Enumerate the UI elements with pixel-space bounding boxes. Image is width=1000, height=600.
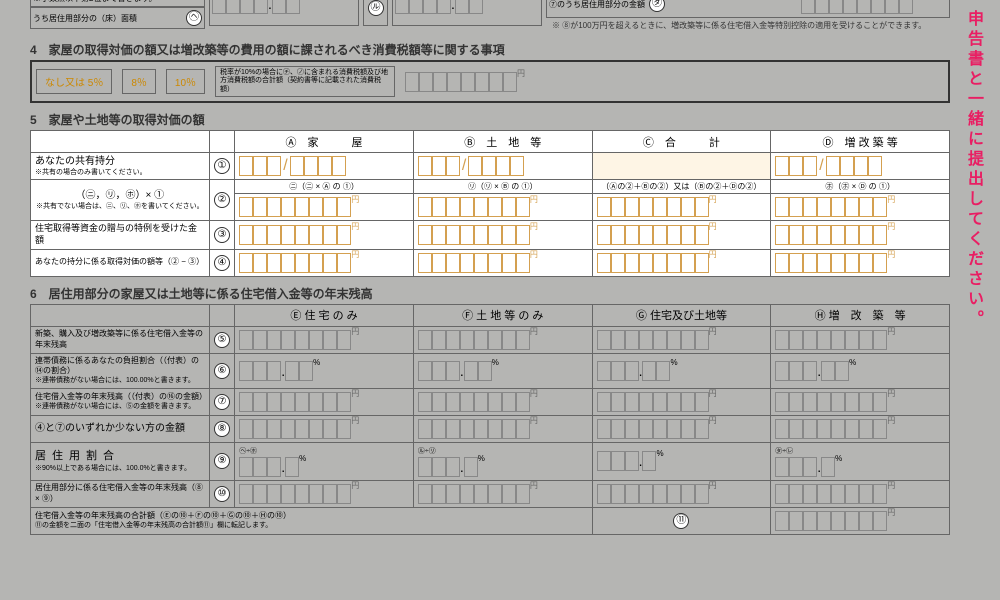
col-h: Ⓗ 増 改 築 等 xyxy=(771,304,950,326)
col-g: Ⓖ 住宅及び土地等 xyxy=(592,304,771,326)
row5-label: 新築、購入及び増改築等に係る住宅借入金等の年末残高 xyxy=(31,326,210,353)
tax-note: 税率が10%の場合に㋠、㋨に含まれる消費税額及び地方消費税額の合計額（契約書等に… xyxy=(215,66,395,97)
row4-label: あなたの持分に係る取得対価の額等（② − ③） xyxy=(31,249,210,276)
circle-1: ① xyxy=(214,158,230,174)
formula-9e: ㋬÷㋭ xyxy=(239,448,257,455)
col-d: Ⓓ 増 改 築 等 xyxy=(771,131,950,153)
formula-9h: ㋟÷㋹ xyxy=(775,448,793,455)
footer-note2: ⑪の金額を二面の「住宅借入金等の年末残高の合計額⑪」欄に転記します。 xyxy=(35,521,588,530)
circle-9: ⑨ xyxy=(214,453,230,469)
marker-ru: ㋸ xyxy=(368,0,384,16)
top-note: ※小数点以下第2位まで書きます。 xyxy=(30,0,205,7)
row7-label: 住宅借入金等の年末残高（（付表）の⑯の金額） xyxy=(35,392,205,402)
circle-8: ⑧ xyxy=(214,421,230,437)
row1-note: ※共有の場合のみ書いてください。 xyxy=(35,168,205,177)
row9-note: ※90%以上である場合には、100.0%と書きます。 xyxy=(35,464,205,473)
circle-3: ③ xyxy=(214,227,230,243)
section4-title: 4 家屋の取得対価の額又は増改築等の費用の額に課されるべき消費税額等に関する事項 xyxy=(30,41,950,58)
circle-7: ⑦ xyxy=(214,394,230,410)
formula-9f: ㋸÷㋷ xyxy=(418,448,436,455)
row9-label: 居住用割合 xyxy=(35,449,205,463)
row6-note: ※連帯債務がない場合には、100.00%と書きます。 xyxy=(35,376,205,385)
circle-11: ⑪ xyxy=(673,513,689,529)
col-c: Ⓒ 合 計 xyxy=(592,131,771,153)
tax-options: なし又は 5％ 8％ 10％ 税率が10%の場合に㋠、㋨に含まれる消費税額及び地… xyxy=(30,60,950,103)
formula-2a: ㋥（㋥ × Ⓐ の ①） xyxy=(235,180,414,194)
tax-opt-10[interactable]: 10％ xyxy=(166,69,205,94)
tax-opt-8[interactable]: 8％ xyxy=(122,69,156,94)
row3-label: 住宅取得等資金の贈与の特例を受けた金額 xyxy=(31,221,210,249)
marker-he: ㋬ xyxy=(186,10,202,26)
footer-note: ※ ⑧が100万円を超えるときに、増改築等に係る住宅借入金等特別控除の適用を受け… xyxy=(546,18,950,33)
side-instruction: 申告書と一緒に提出してください。 xyxy=(965,10,985,330)
top-fragment: ※小数点以下第2位まで書きます。 うち居住用部分の（床）面積 ㋬ . ㋸ . ⑦… xyxy=(30,0,950,33)
tax-opt-5[interactable]: なし又は 5％ xyxy=(36,69,112,94)
row2-note: ※共有でない場合は、㋥、㋷、㋭を書いてください。 xyxy=(32,202,208,211)
row1-label: あなたの共有持分 xyxy=(35,155,205,168)
circle-4: ④ xyxy=(214,255,230,271)
section5-title: 5 家屋や土地等の取得対価の額 xyxy=(30,111,950,128)
area-label: うち居住用部分の（床）面積 xyxy=(33,13,182,24)
col-b: Ⓑ 土 地 等 xyxy=(413,131,592,153)
circle-5: ⑤ xyxy=(214,332,230,348)
section6-title: 6 居住用部分の家屋又は土地等に係る住宅借入金等の年末残高 xyxy=(30,285,950,302)
col-e: Ⓔ 住 宅 の み xyxy=(235,304,414,326)
section6-table: Ⓔ 住 宅 の み Ⓕ 土 地 等 の み Ⓖ 住宅及び土地等 Ⓗ 増 改 築 … xyxy=(30,304,950,535)
circle-6: ⑥ xyxy=(214,363,230,379)
formula-2d: ㋭（㋭ × Ⓓ の ①） xyxy=(771,180,950,194)
row2-label: （㋥，㋷，㋭）× ① xyxy=(32,189,208,202)
formula-2c: （Ⓐの②＋Ⓑの②）又は（Ⓑの②＋Ⓓの②） xyxy=(592,180,771,194)
section5: Ⓐ 家 屋 Ⓑ 土 地 等 Ⓒ 合 計 Ⓓ 増 改 築 等 あなたの共有持分 ※… xyxy=(30,130,950,276)
col-a: Ⓐ 家 屋 xyxy=(235,131,414,153)
footer-label: 住宅借入金等の年末残高の合計額（Ⓔの⑩＋Ⓕの⑩＋Ⓖの⑩＋Ⓗの⑩） xyxy=(35,511,588,521)
circle-2: ② xyxy=(214,192,230,208)
row7-note: ※連帯債務がない場合には、⑤の金額を書きます。 xyxy=(35,402,205,411)
formula-2b: ㋷（㋷ × Ⓑ の ①） xyxy=(413,180,592,194)
circle-10: ⑩ xyxy=(214,486,230,502)
row8-label: ④と⑦のいずれか少ない方の金額 xyxy=(31,415,210,442)
col-f: Ⓕ 土 地 等 の み xyxy=(413,304,592,326)
row6-label: 連帯債務に係るあなたの負担割合（（付表）の⑭の割合） xyxy=(35,356,205,377)
row10-label: 居住用部分に係る住宅借入金等の年末残高（⑧ × ⑨） xyxy=(31,480,210,507)
tax-form: ※小数点以下第2位まで書きます。 うち居住用部分の（床）面積 ㋬ . ㋸ . ⑦… xyxy=(30,0,950,535)
marker-ta: ㋟ xyxy=(649,0,665,12)
right-label: ⑦のうち居住用部分の金額 xyxy=(549,0,645,10)
